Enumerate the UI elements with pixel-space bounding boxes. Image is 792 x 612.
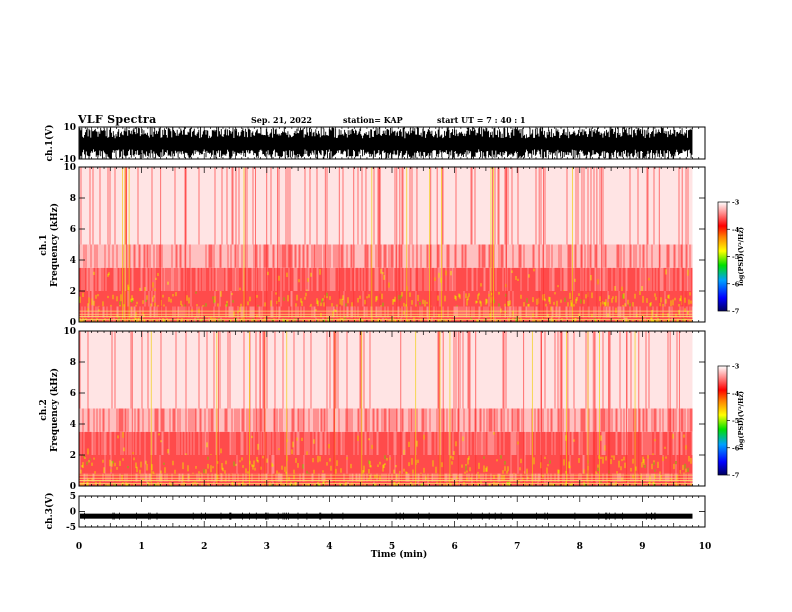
xaxis-label: Time (min) <box>371 549 428 560</box>
spectrogram-band-sparse <box>79 331 693 409</box>
colorbar-gradient <box>717 201 728 312</box>
x-tick-label: 6 <box>451 542 457 552</box>
ch2-spectrogram-panel: 0 2 4 6 8 10 <box>63 327 706 492</box>
time-axis: 0 1 2 3 4 5 6 7 8 9 10 <box>76 542 711 552</box>
ch3-waveform-panel: 5 0 -5 <box>66 492 706 533</box>
ch1-spectrogram-panel: 0 2 4 6 8 10 <box>63 163 706 328</box>
spectrogram-streaks-green <box>119 291 652 307</box>
colorbar-gradient <box>717 365 728 476</box>
y-tick-label: 10 <box>63 327 76 337</box>
ch3-waveform-trace <box>80 513 693 519</box>
ch1-spec-ylabel-line2: Frequency (kHz) <box>49 203 60 287</box>
colorbar-tick-label: -6 <box>732 280 740 288</box>
date-label: Sep. 21, 2022 <box>251 115 312 125</box>
colorbar-label: log(PSD)(V²/Hz) <box>737 391 745 450</box>
spectrogram-streaks-red <box>80 167 689 245</box>
colorbar-tick-label: -3 <box>732 363 740 371</box>
y-tick-label: 6 <box>70 389 76 399</box>
x-tick-label: 10 <box>699 542 712 552</box>
colorbar-tick-label: -5 <box>732 417 740 425</box>
x-tick-label: 3 <box>264 542 270 552</box>
chart-title: VLF Spectra <box>78 113 157 126</box>
y-tick-label: 8 <box>70 194 76 204</box>
x-tick-label: 9 <box>639 542 645 552</box>
y-tick-label: -5 <box>66 523 76 533</box>
colorbar-ch1: -3 -4 -5 -6 -7 log(PSD)(V²/Hz) <box>717 199 745 316</box>
ch3-ylabel: ch.3(V) <box>44 493 55 530</box>
ch1-ylabel: ch.1(V) <box>44 125 55 162</box>
colorbar-tick-label: -7 <box>732 308 739 316</box>
x-tick-label: 8 <box>577 542 583 552</box>
x-tick-label: 4 <box>326 542 332 552</box>
y-tick-label: 2 <box>70 287 76 297</box>
colorbar-tick-label: -4 <box>732 226 740 234</box>
colorbar-tick-label: -7 <box>732 472 739 480</box>
x-tick-label: 1 <box>138 542 144 552</box>
y-tick-label: 4 <box>70 420 76 430</box>
y-tick-label: 0 <box>70 508 76 518</box>
y-tick-label: 0 <box>70 318 76 328</box>
colorbar-tick-label: -6 <box>732 444 740 452</box>
spectrogram-band-medium <box>79 473 693 482</box>
colorbar-tick-label: -5 <box>732 253 740 261</box>
x-tick-label: 5 <box>389 542 395 552</box>
colorbar-tick-label: -4 <box>732 390 740 398</box>
y-tick-label: 10 <box>63 123 76 133</box>
ch3-waveform-spikes <box>84 512 656 520</box>
y-tick-label: 10 <box>63 163 76 173</box>
y-tick-label: 8 <box>70 358 76 368</box>
x-tick-label: 2 <box>201 542 207 552</box>
x-tick-label: 7 <box>514 542 520 552</box>
start-time-label: start UT = 7 : 40 : 1 <box>437 115 526 125</box>
ch2-spec-ylabel-line2: Frequency (kHz) <box>49 368 60 452</box>
ch2-spec-ylabel-line1: ch.2 <box>39 399 49 420</box>
spectrogram-band-sparse <box>79 167 693 245</box>
y-tick-label: 2 <box>70 451 76 461</box>
y-tick-label: 6 <box>70 225 76 235</box>
x-tick-label: 0 <box>76 542 82 552</box>
colorbar-ch2: -3 -4 -5 -6 -7 log(PSD)(V²/Hz) <box>717 363 745 480</box>
y-tick-label: 0 <box>70 482 76 492</box>
y-tick-label: 4 <box>70 256 76 266</box>
ch1-waveform-panel: 10 -10 <box>60 123 706 165</box>
y-tick-label: 5 <box>70 492 76 502</box>
colorbar-tick-label: -3 <box>732 199 740 207</box>
ch1-waveform-trace <box>79 127 693 159</box>
station-label: station= KAP <box>343 115 403 125</box>
y-tick-label: -10 <box>60 155 76 165</box>
spectrogram-streaks-yellow <box>93 268 689 291</box>
ch1-spec-ylabel-line1: ch.1 <box>39 234 49 255</box>
colorbar-label: log(PSD)(V²/Hz) <box>737 227 745 286</box>
